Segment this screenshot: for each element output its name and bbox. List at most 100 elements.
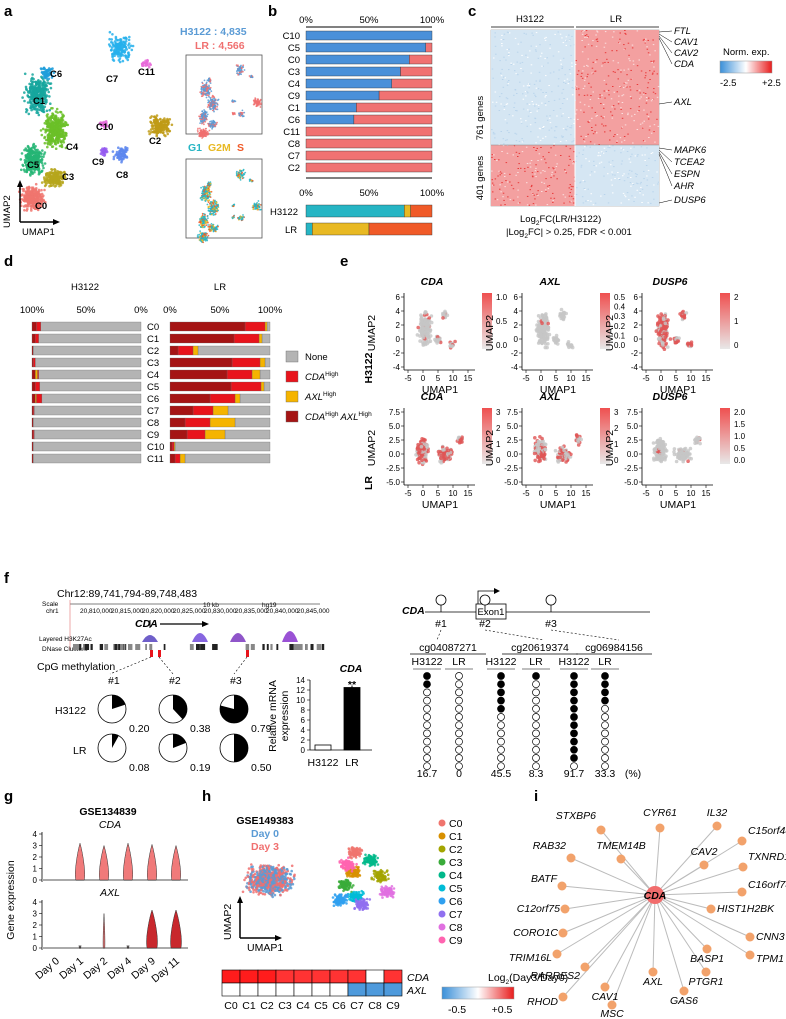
browser-tracks bbox=[73, 631, 325, 675]
h-legend-c8: C8 bbox=[449, 922, 463, 934]
lollipop-3-8 bbox=[532, 737, 540, 746]
umap-cluster-c6 bbox=[39, 66, 56, 81]
e-scale-tick-lr-axl-2: 1 bbox=[614, 440, 619, 449]
f-bar-ytick-8: 8 bbox=[301, 706, 306, 715]
e-ytick-h3122-cda-4: -2 bbox=[393, 349, 401, 358]
pie-h3122-site-2 bbox=[158, 694, 188, 724]
h-legend-c4: C4 bbox=[449, 870, 463, 882]
e-xtick-lr-axl-2: 5 bbox=[554, 489, 559, 498]
b-row-label-c5: C5 bbox=[288, 43, 300, 54]
d-bar-h3122-c7-cda bbox=[32, 405, 35, 416]
g-violin-axl-1 bbox=[78, 945, 82, 949]
d-bar-h3122-c5-cda_axl bbox=[31, 381, 36, 392]
e-title-lr-axl: AXL bbox=[539, 391, 561, 403]
b-bar-lr-c8 bbox=[305, 138, 433, 149]
lollipop-pct-1: 0 bbox=[456, 768, 462, 780]
e-ylabel-h3122-cda: UMAP2 bbox=[366, 315, 378, 351]
panel-label-d: d bbox=[4, 253, 13, 270]
exon-label: Exon1 bbox=[478, 607, 505, 618]
b-row-label-c0: C0 bbox=[288, 55, 300, 66]
e-ytick-h3122-dusp6-1: 4 bbox=[634, 307, 639, 316]
c-legend-min: -2.5 bbox=[720, 78, 736, 89]
e-ytick-h3122-axl-0: 6 bbox=[514, 293, 519, 302]
inset2-umap-cluster-c0 bbox=[196, 230, 210, 244]
c-block-lr-up bbox=[575, 30, 659, 145]
e-points-lr-cda bbox=[414, 435, 464, 467]
h-heat-col-c6: C6 bbox=[332, 1000, 346, 1012]
e-ytick-h3122-cda-3: 0 bbox=[396, 335, 401, 344]
g-violin-axl-5 bbox=[170, 909, 182, 949]
inset1-umap-cluster-c5 bbox=[198, 109, 209, 126]
panel-label-h: h bbox=[202, 788, 211, 805]
e-points-h3122-axl bbox=[534, 307, 575, 350]
i-node-rhod bbox=[558, 992, 568, 1002]
e-xlabel-h3122-cda: UMAP1 bbox=[422, 384, 458, 396]
i-node-axl bbox=[648, 967, 658, 977]
d-bar-lr-c1-axl bbox=[258, 333, 263, 344]
lollipop-col-3: LR bbox=[529, 656, 543, 668]
c-legend-title: Norm. exp. bbox=[723, 47, 769, 58]
i-node-cyr61 bbox=[655, 823, 665, 833]
e-xtick-lr-axl-0: -5 bbox=[522, 489, 530, 498]
d-title-h3122: H3122 bbox=[71, 282, 99, 293]
track-dnase: DNase Clusters bbox=[42, 646, 88, 653]
b-bar-lr-c1 bbox=[356, 102, 433, 113]
e-scale-h3122-cda bbox=[482, 293, 492, 349]
d-row-label-c5: C5 bbox=[147, 382, 159, 393]
panel-f: Chr12:89,741,794-89,748,483 Scale chr1 1… bbox=[37, 588, 652, 780]
i-nodes bbox=[552, 821, 755, 1010]
b-bar-h3122-c0 bbox=[305, 54, 410, 65]
cpg-connector-1 bbox=[158, 656, 174, 675]
e-ytick-lr-cda-3: 0.0 bbox=[389, 450, 401, 459]
browser-kb: 10 kb bbox=[203, 602, 219, 609]
lollipop-5-8 bbox=[601, 737, 609, 746]
lollipop-0-5 bbox=[423, 713, 431, 721]
b-bar-lr-c7 bbox=[305, 150, 433, 161]
b-phase-h3122-g2m bbox=[404, 204, 411, 218]
lollipop-4-3 bbox=[570, 696, 578, 705]
cpg-lollipop-site-2 bbox=[479, 594, 491, 606]
umap-cluster-c10 bbox=[98, 120, 109, 129]
d-bar-lr-c7-cda bbox=[192, 405, 214, 416]
d-bar-lr-c0-cda_axl bbox=[169, 321, 246, 332]
f-locus: Chr12:89,741,794-89,748,483 bbox=[57, 588, 197, 600]
i-edge-txnrd1 bbox=[654, 866, 744, 896]
c-heatmap bbox=[491, 30, 660, 206]
e-ytick-h3122-cda-1: 4 bbox=[396, 307, 401, 316]
d-bar-lr-c2-cda bbox=[177, 345, 194, 356]
b-row-label-c3: C3 bbox=[288, 67, 300, 78]
pie-h3122-site-1 bbox=[97, 694, 127, 724]
cluster-label-c2: C2 bbox=[149, 136, 161, 147]
h-legend-dot-c6 bbox=[438, 897, 446, 905]
e-ytick-h3122-axl-5: -4 bbox=[511, 363, 519, 372]
g-ytick-cda-1: 1 bbox=[33, 865, 38, 874]
i-label-tmem14b: TMEM14B bbox=[596, 840, 646, 852]
i-label-cnn3: CNN3 bbox=[756, 931, 785, 943]
d-bar-lr-c11-none bbox=[184, 453, 271, 464]
g-day-0: Day 0 bbox=[33, 955, 62, 982]
b-row-label-c10: C10 bbox=[283, 31, 300, 42]
d-bar-lr-c8-cda_axl bbox=[169, 417, 186, 428]
d-legend: None CDAHigh AXLHigh CDAHigh AXLHigh bbox=[285, 350, 372, 423]
e-points-h3122-dusp6 bbox=[654, 309, 694, 352]
f-bar-ytick-6: 6 bbox=[301, 716, 306, 725]
h-legend-c1: C1 bbox=[449, 831, 463, 843]
lollipop-3-1 bbox=[532, 680, 540, 689]
h-heat-col-c2: C2 bbox=[260, 1000, 274, 1012]
e-points-lr-dusp6 bbox=[651, 435, 702, 464]
d-bar-h3122-c1-cda bbox=[35, 333, 39, 344]
pie-value-lr-3: 0.50 bbox=[251, 762, 272, 774]
i-edge-c12orf75 bbox=[564, 894, 656, 910]
lollipop-1-8 bbox=[455, 737, 463, 746]
e-ytick-lr-dusp6-1: 5.0 bbox=[627, 422, 639, 431]
cell-cycle-bars bbox=[305, 204, 433, 236]
c-gene-tick-ahr bbox=[658, 153, 673, 187]
e-title-h3122-cda: CDA bbox=[421, 276, 444, 288]
e-scale-tick-lr-dusp6-3: 0.5 bbox=[734, 444, 746, 453]
e-ytick-h3122-cda-2: 2 bbox=[396, 321, 401, 330]
h-axis-y-head bbox=[237, 896, 243, 903]
e-scale-tick-h3122-dusp6-1: 1 bbox=[734, 317, 739, 326]
h3k27ac-peak-3 bbox=[282, 631, 298, 642]
